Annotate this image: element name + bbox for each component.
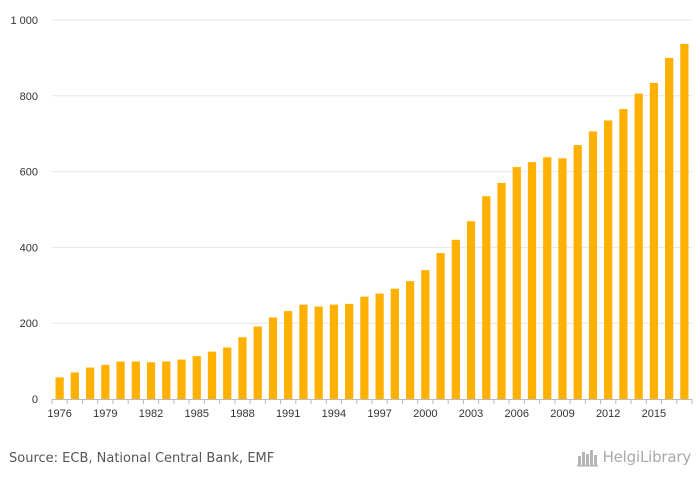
bar [649, 82, 659, 399]
bar [329, 304, 339, 399]
bar [543, 157, 552, 399]
x-tick-label: 2009 [550, 408, 574, 420]
bar [207, 351, 217, 399]
bar [162, 361, 171, 399]
bar [268, 317, 278, 399]
brand-logo: HelgiLibrary [576, 447, 692, 467]
bar [390, 288, 399, 399]
bar [146, 362, 156, 399]
y-tick-label: 1 000 [10, 15, 38, 27]
bar [223, 347, 232, 399]
bar [314, 306, 323, 399]
bar [375, 293, 384, 399]
bar [604, 120, 613, 399]
bar [116, 361, 125, 399]
bar [451, 239, 460, 399]
y-tick-label: 600 [20, 167, 38, 179]
bar [360, 296, 369, 399]
bar [55, 377, 64, 399]
bars [55, 43, 689, 400]
x-tick-label: 2012 [596, 408, 620, 420]
bar [238, 337, 247, 399]
x-axis-ticks [51, 399, 693, 404]
source-note: Source: ECB, National Central Bank, EMF [9, 451, 275, 466]
y-tick-label: 800 [20, 91, 38, 103]
bar [482, 196, 491, 399]
x-axis-labels: 1976 1979 1982 1985 1988 1991 1994 1997 2000 2003… [47, 408, 666, 420]
brand-name: HelgiLibrary [602, 448, 692, 466]
y-tick-label: 200 [20, 318, 38, 330]
bar [253, 326, 262, 399]
bar [192, 356, 201, 399]
bar [421, 270, 430, 399]
bar [573, 145, 582, 399]
x-tick-label: 1985 [185, 408, 209, 420]
bar [512, 167, 521, 399]
bar [527, 162, 537, 399]
helgilibrary-logo-icon [576, 450, 598, 467]
bar [588, 131, 598, 399]
bar [70, 372, 79, 399]
x-tick-label: 2015 [642, 408, 666, 420]
x-tick-label: 1979 [93, 408, 117, 420]
bar [634, 93, 643, 399]
bar [466, 221, 476, 399]
bar [619, 109, 628, 399]
bar [101, 364, 110, 399]
bar [131, 361, 140, 399]
bar [558, 158, 567, 399]
bar [665, 57, 674, 400]
x-tick-label: 2000 [413, 408, 437, 420]
grid-lines [52, 19, 692, 324]
x-tick-label: 2006 [505, 408, 529, 420]
x-tick-label: 1982 [139, 408, 163, 420]
x-tick-label: 1994 [322, 408, 346, 420]
y-axis-labels: 0 200 400 600 800 1 000 [10, 15, 38, 406]
bar [436, 253, 445, 399]
bar [680, 43, 689, 399]
bar [299, 304, 308, 399]
bar [85, 367, 95, 399]
bar [284, 311, 293, 399]
x-tick-label: 1997 [367, 408, 391, 420]
bar [177, 359, 186, 399]
bar [405, 281, 415, 399]
x-tick-label: 1976 [47, 408, 71, 420]
x-tick-label: 1988 [230, 408, 254, 420]
x-tick-label: 1991 [276, 408, 300, 420]
y-tick-label: 400 [20, 242, 38, 254]
bar [345, 303, 354, 399]
x-tick-label: 2003 [459, 408, 483, 420]
y-tick-label: 0 [32, 394, 38, 406]
bar [497, 182, 506, 399]
